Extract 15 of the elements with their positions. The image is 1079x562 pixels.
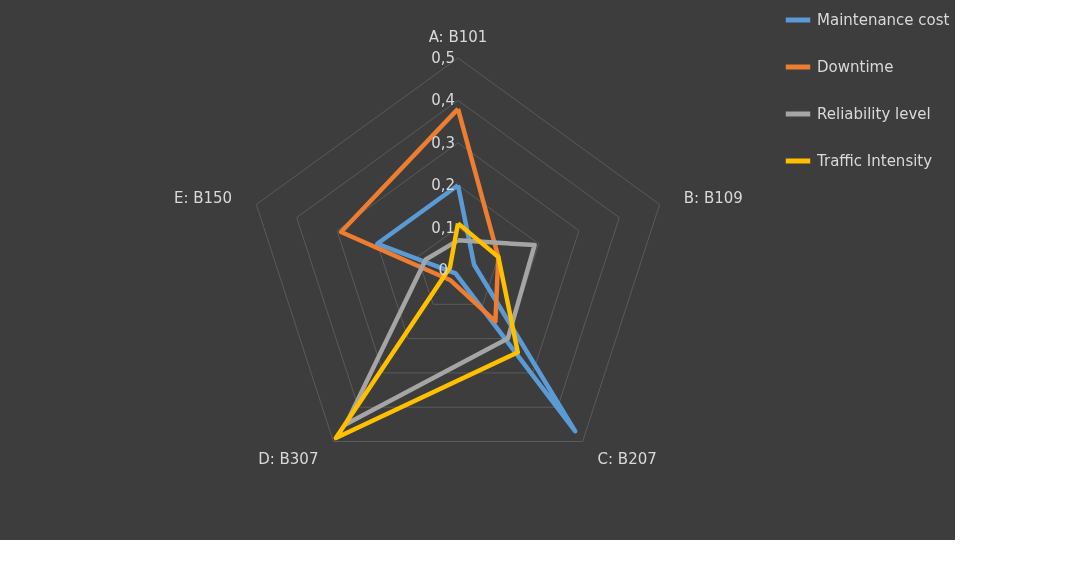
spoke-label: D: B307 bbox=[258, 449, 319, 468]
spoke-label: C: B207 bbox=[597, 449, 657, 468]
legend-label: Reliability level bbox=[817, 105, 931, 123]
y-tick-label: 0,3 bbox=[431, 133, 456, 152]
legend-label: Downtime bbox=[817, 58, 894, 76]
y-tick-label: 0,2 bbox=[431, 176, 456, 195]
legend-label: Traffic Intensity bbox=[816, 152, 933, 170]
spoke-label: E: B150 bbox=[173, 188, 233, 207]
spoke-label: A: B101 bbox=[428, 27, 488, 46]
y-tick-label: 0,5 bbox=[431, 49, 456, 67]
legend-label: Maintenance cost bbox=[817, 11, 950, 29]
y-tick-label: 0,1 bbox=[431, 218, 456, 237]
spoke-label: B: B109 bbox=[683, 188, 743, 207]
y-tick-label: 0 bbox=[438, 261, 448, 279]
y-tick-label: 0,4 bbox=[431, 91, 456, 110]
